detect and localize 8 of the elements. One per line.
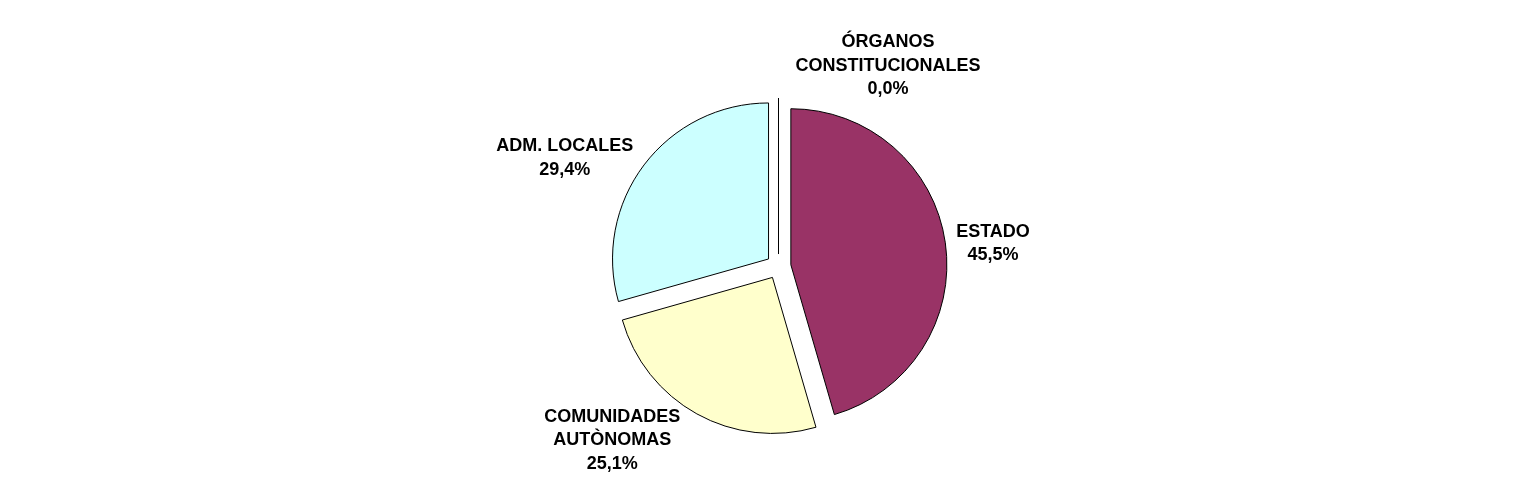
text: 0,0% bbox=[867, 78, 909, 98]
data-label: 25,1% bbox=[586, 452, 638, 473]
category-label: ÓRGANOS CONSTITUCIONALES bbox=[795, 31, 981, 75]
slice-label: ESTADO bbox=[956, 220, 1030, 241]
data-label: 45,5% bbox=[967, 244, 1019, 265]
slice-label: COMUNIDADES AUTÒNOMAS bbox=[544, 406, 681, 450]
data-label: 29,4% bbox=[539, 158, 591, 179]
slice-label: ADM. LOCALES bbox=[496, 135, 634, 156]
